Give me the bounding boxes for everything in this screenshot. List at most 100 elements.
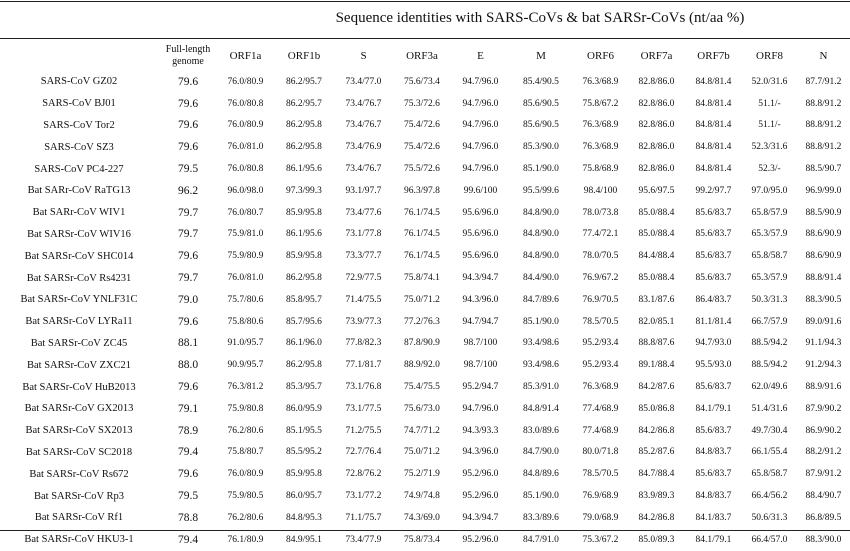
identity-cell: 95.6/96.0	[462, 251, 499, 262]
identity-cell: 93.1/97.7	[345, 185, 382, 196]
identity-cell: 78.0/73.8	[582, 207, 619, 218]
table-row: Bat SARSr-CoV LYRa11 79.6 75.8/80.6 85.7/95…	[0, 311, 850, 333]
identity-cell: 73.9/77.3	[345, 316, 382, 327]
identity-cell: 75.4/72.6	[404, 120, 440, 131]
identity-table: Full-length genome ORF1a ORF1b S ORF3a E…	[0, 41, 850, 551]
virus-name-cell: Bat SARSr-CoV WIV16	[27, 228, 131, 240]
column-header: M	[536, 50, 546, 62]
identity-cell: 96.0/98.0	[227, 185, 264, 196]
identity-cell: 95.2/96.0	[462, 469, 499, 480]
table-row: Bat SARSr-CoV SX2013 78.9 76.2/80.6 85.1/95…	[0, 420, 850, 442]
identity-cell: 76.3/68.9	[582, 120, 619, 131]
table-row: Bat SARSr-CoV Rs4231 79.7 76.0/81.0 86.2/95…	[0, 267, 850, 289]
identity-cell: 83.3/89.6	[523, 512, 559, 523]
identity-cell: 52.0/31.6	[751, 76, 788, 87]
identity-cell: 99.6/100	[463, 185, 498, 196]
identity-cell: 75.5/72.6	[404, 164, 440, 175]
identity-cell: 85.9/95.8	[286, 251, 322, 262]
identity-cell: 96.9/99.0	[805, 185, 842, 196]
identity-cell: 84.8/81.4	[695, 120, 732, 131]
table-row: Bat SARr-CoV RaTG13 96.2 96.0/98.0 97.3/99.…	[0, 180, 850, 202]
virus-name-cell: Bat SARSr-CoV Rs4231	[26, 272, 132, 284]
table-row: Bat SARSr-CoV SC2018 79.4 75.8/80.7 85.5/95…	[0, 442, 850, 464]
identity-cell: 77.2/76.3	[404, 316, 440, 327]
identity-cell: 73.4/76.7	[345, 98, 382, 109]
identity-cell: 89.0/91.6	[805, 316, 842, 327]
identity-cell: 88.4/90.7	[805, 491, 842, 502]
identity-cell: 99.2/97.7	[695, 185, 732, 196]
genome-identity-cell: 79.6	[177, 250, 199, 263]
identity-cell: 87.7/91.2	[805, 76, 842, 87]
identity-cell: 91.2/94.3	[805, 360, 842, 371]
identity-cell: 76.3/81.2	[227, 382, 264, 393]
identity-cell: 83.9/89.3	[638, 491, 675, 502]
identity-cell: 75.6/73.4	[404, 76, 440, 87]
column-header: ORF1a	[229, 50, 262, 62]
table-row: Bat SARSr-CoV WIV16 79.7 75.9/81.0 86.1/95.…	[0, 224, 850, 246]
identity-cell: 76.2/80.6	[227, 512, 264, 523]
table-row: Bat SARSr-CoV Rf1 78.8 76.2/80.6 84.8/95.3 7…	[0, 507, 850, 529]
identity-cell: 84.8/90.0	[523, 251, 559, 262]
identity-cell: 84.2/87.6	[638, 382, 675, 393]
table-row: SARS-CoV BJ01 79.6 76.0/80.8 86.2/95.7 73.4/…	[0, 93, 850, 115]
identity-cell: 73.4/77.9	[345, 534, 382, 545]
identity-cell: 76.0/80.9	[227, 120, 264, 131]
identity-cell: 84.9/95.1	[286, 534, 322, 545]
identity-cell: 84.2/86.8	[638, 512, 675, 523]
identity-cell: 84.8/81.4	[695, 76, 732, 87]
identity-cell: 78.0/70.5	[582, 251, 619, 262]
identity-cell: 85.3/95.7	[286, 382, 322, 393]
identity-cell: 85.6/83.7	[695, 469, 732, 480]
identity-cell: 75.9/81.0	[227, 229, 264, 240]
identity-cell: 85.3/90.0	[523, 142, 559, 153]
identity-cell: 86.8/89.5	[805, 512, 842, 523]
identity-cell: 82.8/86.0	[638, 164, 675, 175]
table-row: Bat SARSr-CoV ZC45 88.1 91.0/95.7 86.1/96.0…	[0, 333, 850, 355]
column-header: S	[360, 50, 367, 62]
identity-cell: 97.0/95.0	[751, 185, 788, 196]
identity-cell: 93.4/98.6	[523, 338, 559, 349]
identity-cell: 72.7/76.4	[345, 447, 382, 458]
identity-cell: 65.3/57.9	[751, 229, 788, 240]
identity-cell: 76.9/68.9	[582, 491, 619, 502]
identity-cell: 84.8/81.4	[695, 98, 732, 109]
virus-name-cell: SARS-CoV SZ3	[44, 141, 114, 153]
identity-cell: 75.9/80.9	[227, 251, 264, 262]
identity-cell: 76.0/81.0	[227, 142, 264, 153]
identity-cell: 76.3/68.9	[582, 382, 619, 393]
identity-cell: 73.1/77.2	[345, 491, 382, 502]
identity-cell: 77.4/68.9	[582, 403, 619, 414]
identity-cell: 76.2/80.6	[227, 425, 264, 436]
identity-cell: 85.2/87.6	[638, 447, 675, 458]
identity-cell: 82.8/86.0	[638, 142, 675, 153]
identity-cell: 86.1/95.6	[286, 229, 322, 240]
table-row: Bat SARSr-CoV SHC014 79.6 75.9/80.9 85.9/95…	[0, 245, 850, 267]
identity-cell: 66.4/57.0	[751, 534, 788, 545]
identity-cell: 51.4/31.6	[751, 403, 788, 414]
identity-cell: 84.1/83.7	[695, 512, 732, 523]
identity-cell: 94.3/96.0	[462, 447, 499, 458]
identity-cell: 88.9/91.6	[805, 382, 842, 393]
identity-cell: 85.0/88.4	[638, 273, 675, 284]
identity-cell: 84.7/90.0	[523, 447, 559, 458]
identity-cell: 86.2/95.7	[286, 98, 322, 109]
identity-cell: 75.8/68.9	[582, 164, 619, 175]
identity-cell: 74.7/71.2	[404, 425, 440, 436]
identity-cell: 72.9/77.5	[345, 273, 382, 284]
genome-identity-cell: 79.7	[177, 228, 199, 241]
identity-cell: 84.8/81.4	[695, 142, 732, 153]
identity-cell: 94.3/94.7	[462, 273, 499, 284]
identity-cell: 86.2/95.7	[286, 76, 322, 87]
identity-cell: 66.7/57.9	[751, 316, 788, 327]
identity-cell: 85.6/83.7	[695, 229, 732, 240]
identity-cell: 90.9/95.7	[227, 360, 264, 371]
table-row: Bat SARSr-CoV YNLF31C 79.0 75.7/80.6 85.8/9…	[0, 289, 850, 311]
identity-cell: 88.8/91.2	[805, 142, 842, 153]
identity-cell: 85.8/95.7	[286, 294, 322, 305]
virus-name-cell: Bat SARSr-CoV SX2013	[25, 425, 133, 437]
genome-identity-cell: 79.6	[177, 75, 199, 88]
identity-cell: 76.9/67.2	[582, 273, 619, 284]
genome-identity-cell: 78.9	[177, 424, 199, 437]
identity-cell: 86.0/95.7	[286, 491, 322, 502]
identity-cell: 86.1/95.6	[286, 164, 322, 175]
